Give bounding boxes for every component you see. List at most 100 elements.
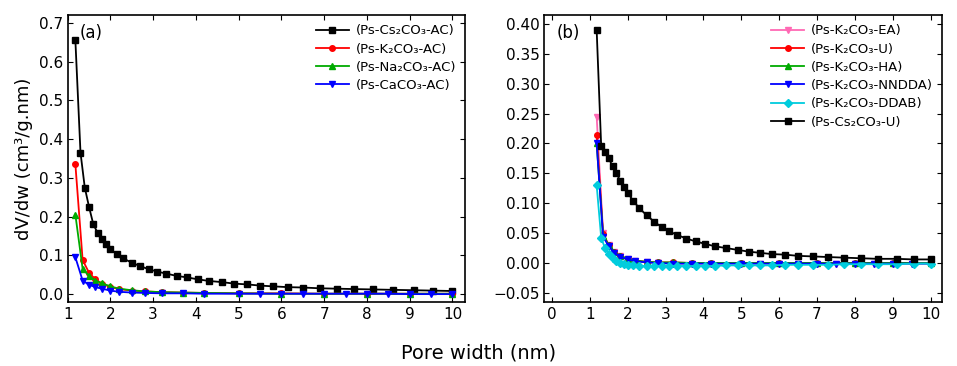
(Ps-K₂CO₃-EA) xyxy=(603,243,614,247)
(Ps-K₂CO₃-NNDDA) xyxy=(705,261,717,266)
(Ps-K₂CO₃-AC) xyxy=(199,291,211,295)
(Ps-Cs₂CO₃-AC) xyxy=(282,285,294,290)
(Ps-Na₂CO₃-AC) xyxy=(90,278,101,283)
(Ps-CaCO₃-AC) xyxy=(447,292,458,296)
(Ps-Cs₂CO₃-AC) xyxy=(160,271,171,276)
(Ps-K₂CO₃-DDAB) xyxy=(700,264,711,268)
(Ps-Cs₂CO₃-U) xyxy=(603,156,614,161)
(Ps-Cs₂CO₃-AC) xyxy=(216,280,228,284)
(Ps-K₂CO₃-NNDDA) xyxy=(590,141,602,146)
(Ps-Na₂CO₃-AC) xyxy=(70,212,81,217)
(Ps-K₂CO₃-NNDDA) xyxy=(603,244,614,249)
(Ps-K₂CO₃-AC) xyxy=(233,291,244,295)
(Ps-K₂CO₃-DDAB) xyxy=(595,236,607,240)
(Ps-K₂CO₃-U) xyxy=(736,261,747,265)
(Ps-Cs₂CO₃-AC) xyxy=(255,283,266,288)
(Ps-K₂CO₃-NNDDA) xyxy=(831,261,842,266)
(Ps-CaCO₃-AC) xyxy=(425,292,436,296)
(Ps-K₂CO₃-HA) xyxy=(705,261,717,265)
(Ps-Cs₂CO₃-AC) xyxy=(92,231,103,235)
(Ps-CaCO₃-AC) xyxy=(404,292,415,296)
(Ps-K₂CO₃-HA) xyxy=(812,261,823,265)
(Ps-Na₂CO₃-AC) xyxy=(319,292,330,296)
(Ps-CaCO₃-AC) xyxy=(383,292,394,296)
(Ps-Cs₂CO₃-AC) xyxy=(135,264,146,268)
(Ps-K₂CO₃-AC) xyxy=(177,290,189,295)
(Ps-Cs₂CO₃-U) xyxy=(924,257,936,262)
(Ps-Cs₂CO₃-U) xyxy=(823,255,835,259)
(Ps-K₂CO₃-EA) xyxy=(792,261,804,266)
Line: (Ps-K₂CO₃-U): (Ps-K₂CO₃-U) xyxy=(594,132,933,266)
(Ps-Cs₂CO₃-U) xyxy=(792,254,804,258)
(Ps-K₂CO₃-DDAB) xyxy=(603,252,614,256)
(Ps-Cs₂CO₃-U) xyxy=(599,150,611,155)
(Ps-K₂CO₃-DDAB) xyxy=(744,263,755,268)
(Ps-Cs₂CO₃-AC) xyxy=(297,285,308,290)
(Ps-K₂CO₃-U) xyxy=(924,261,936,265)
(Ps-CaCO₃-AC) xyxy=(340,292,351,296)
(Ps-Cs₂CO₃-U) xyxy=(690,239,701,244)
Line: (Ps-K₂CO₃-HA): (Ps-K₂CO₃-HA) xyxy=(594,141,933,266)
(Ps-Cs₂CO₃-U) xyxy=(614,178,626,183)
(Ps-K₂CO₃-AC) xyxy=(447,292,458,296)
(Ps-Cs₂CO₃-AC) xyxy=(192,277,204,281)
(Ps-K₂CO₃-AC) xyxy=(126,288,138,293)
(Ps-Cs₂CO₃-U) xyxy=(622,191,634,195)
(Ps-K₂CO₃-U) xyxy=(705,261,717,265)
(Ps-K₂CO₃-HA) xyxy=(653,260,664,265)
(Ps-K₂CO₃-EA) xyxy=(667,261,679,266)
(Ps-CaCO₃-AC) xyxy=(177,291,189,295)
(Ps-CaCO₃-AC) xyxy=(139,291,150,295)
(Ps-Cs₂CO₃-U) xyxy=(700,242,711,246)
(Ps-K₂CO₃-HA) xyxy=(773,261,785,265)
(Ps-K₂CO₃-HA) xyxy=(614,254,626,258)
(Ps-K₂CO₃-NNDDA) xyxy=(630,259,641,264)
(Ps-K₂CO₃-HA) xyxy=(736,261,747,265)
(Ps-K₂CO₃-NNDDA) xyxy=(868,261,879,266)
(Ps-Cs₂CO₃-U) xyxy=(641,213,653,217)
(Ps-K₂CO₃-DDAB) xyxy=(808,263,819,267)
(Ps-K₂CO₃-NNDDA) xyxy=(849,261,860,266)
(Ps-K₂CO₃-EA) xyxy=(590,115,602,119)
(Ps-Na₂CO₃-AC) xyxy=(139,289,150,294)
(Ps-K₂CO₃-DDAB) xyxy=(690,264,701,268)
(Ps-Cs₂CO₃-AC) xyxy=(241,282,253,287)
(Ps-K₂CO₃-DDAB) xyxy=(663,264,675,268)
(Ps-CaCO₃-AC) xyxy=(233,292,244,296)
(Ps-K₂CO₃-U) xyxy=(614,254,626,258)
(Ps-K₂CO₃-DDAB) xyxy=(590,183,602,187)
(Ps-K₂CO₃-DDAB) xyxy=(614,261,626,265)
(Ps-Na₂CO₃-AC) xyxy=(199,291,211,295)
(Ps-K₂CO₃-NNDDA) xyxy=(667,261,679,266)
(Ps-Na₂CO₃-AC) xyxy=(156,290,167,294)
(Ps-Cs₂CO₃-AC) xyxy=(428,288,439,293)
(Ps-K₂CO₃-AC) xyxy=(361,292,372,296)
(Ps-CaCO₃-AC) xyxy=(126,290,138,295)
(Ps-Na₂CO₃-AC) xyxy=(276,292,287,296)
(Ps-Cs₂CO₃-U) xyxy=(766,252,777,256)
(Ps-K₂CO₃-AC) xyxy=(156,290,167,294)
(Ps-K₂CO₃-DDAB) xyxy=(657,264,668,268)
(Ps-Cs₂CO₃-AC) xyxy=(387,288,398,292)
Legend: (Ps-K₂CO₃-EA), (Ps-K₂CO₃-U), (Ps-K₂CO₃-HA), (Ps-K₂CO₃-NNDDA), (Ps-K₂CO₃-DDAB), (: (Ps-K₂CO₃-EA), (Ps-K₂CO₃-U), (Ps-K₂CO₃-H… xyxy=(768,22,935,131)
(Ps-Cs₂CO₃-U) xyxy=(908,257,920,262)
(Ps-K₂CO₃-AC) xyxy=(139,289,150,294)
(Ps-Cs₂CO₃-U) xyxy=(837,255,849,260)
(Ps-K₂CO₃-NNDDA) xyxy=(622,257,634,262)
(Ps-Cs₂CO₃-AC) xyxy=(100,242,112,247)
(Ps-K₂CO₃-EA) xyxy=(849,261,860,266)
(Ps-Na₂CO₃-AC) xyxy=(126,288,138,292)
(Ps-K₂CO₃-DDAB) xyxy=(754,263,766,268)
(Ps-K₂CO₃-U) xyxy=(603,243,614,247)
(Ps-Cs₂CO₃-U) xyxy=(855,256,866,261)
(Ps-K₂CO₃-HA) xyxy=(590,141,602,146)
(Ps-K₂CO₃-DDAB) xyxy=(671,264,682,268)
(Ps-K₂CO₃-NNDDA) xyxy=(686,261,698,266)
Line: (Ps-Cs₂CO₃-AC): (Ps-Cs₂CO₃-AC) xyxy=(73,37,456,294)
(Ps-Cs₂CO₃-U) xyxy=(611,171,622,176)
(Ps-K₂CO₃-NNDDA) xyxy=(653,261,664,265)
(Ps-K₂CO₃-EA) xyxy=(924,261,936,266)
(Ps-K₂CO₃-DDAB) xyxy=(709,264,721,268)
(Ps-K₂CO₃-DDAB) xyxy=(618,262,630,266)
(Ps-K₂CO₃-NNDDA) xyxy=(597,235,609,239)
